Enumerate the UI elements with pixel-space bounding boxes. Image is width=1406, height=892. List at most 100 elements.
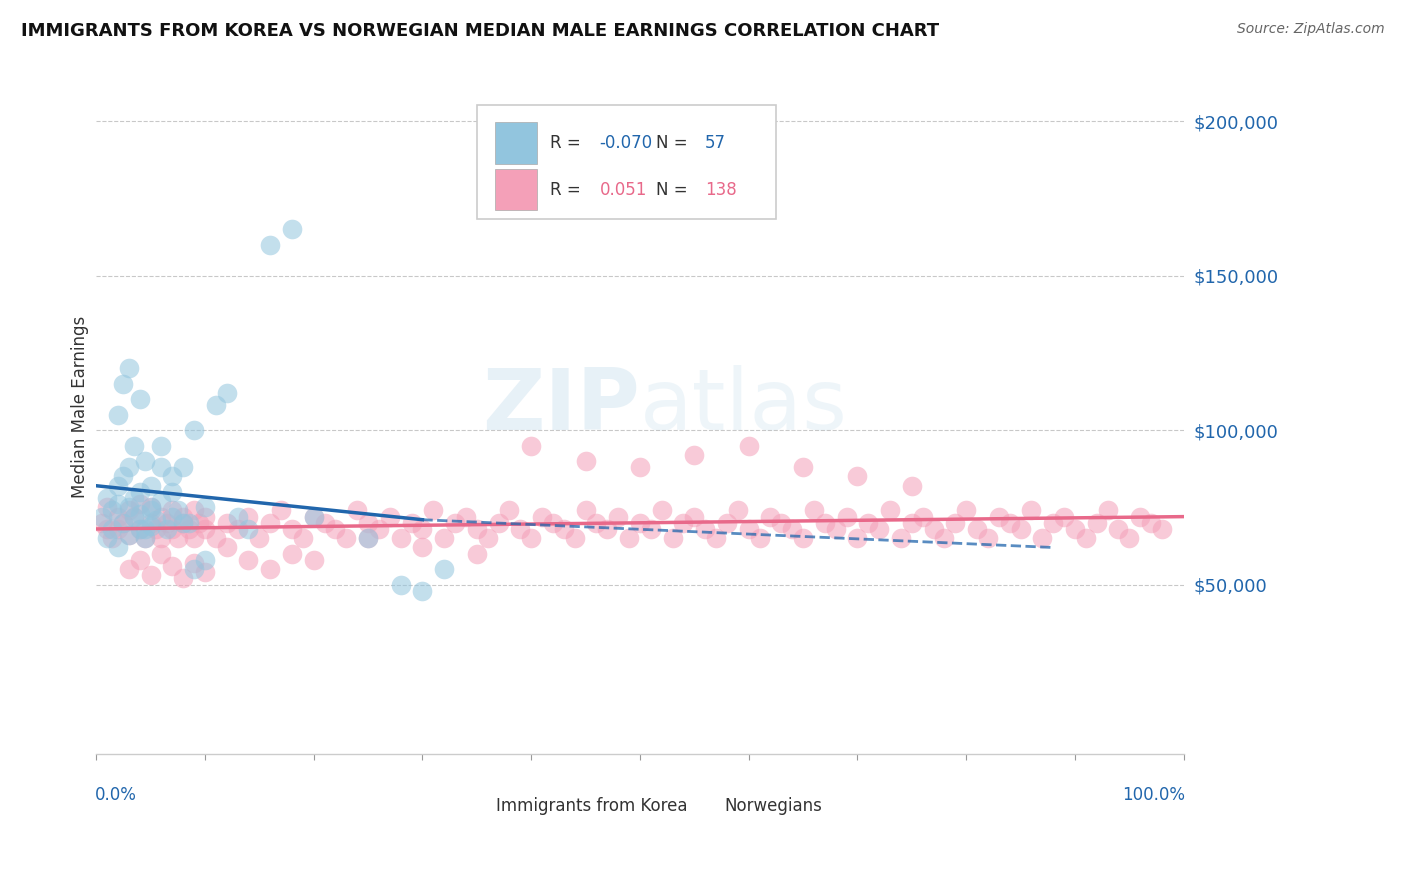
Point (325, 522, 347, 536)
Point (96, 491, 118, 505)
Point (1107, 522, 1129, 536)
Point (162, 559, 184, 574)
Point (737, 439, 759, 453)
Point (1085, 516, 1108, 530)
Point (651, 503, 673, 517)
Point (145, 522, 167, 536)
Point (96, 522, 118, 536)
Point (378, 509, 401, 524)
Point (139, 500, 162, 515)
Point (139, 516, 162, 530)
Point (107, 509, 129, 524)
Point (101, 522, 124, 536)
Point (835, 509, 858, 524)
Point (759, 509, 782, 524)
Point (166, 503, 188, 517)
Bar (456, 797, 489, 814)
Point (270, 503, 292, 517)
Point (215, 516, 238, 530)
Point (128, 484, 150, 499)
Point (1097, 503, 1119, 517)
Point (128, 507, 150, 521)
Point (183, 531, 205, 545)
Point (465, 522, 488, 536)
Point (433, 531, 456, 545)
Point (162, 509, 184, 524)
Point (1140, 516, 1163, 530)
Point (177, 522, 200, 536)
Point (357, 516, 380, 530)
Point (553, 522, 575, 536)
Point (411, 522, 433, 536)
Point (107, 522, 129, 536)
Point (291, 531, 314, 545)
Text: 57: 57 (706, 134, 725, 152)
Point (122, 509, 145, 524)
Point (107, 497, 129, 511)
Point (128, 553, 150, 567)
Point (1064, 522, 1087, 536)
Point (139, 568, 162, 582)
Point (247, 531, 270, 545)
Point (368, 522, 391, 536)
Point (90, 516, 112, 530)
Point (574, 503, 596, 517)
Point (183, 556, 205, 570)
Point (433, 562, 456, 576)
Point (259, 516, 281, 530)
Point (238, 553, 260, 567)
Point (281, 522, 304, 536)
Point (128, 522, 150, 536)
Point (112, 516, 135, 530)
Point (628, 460, 651, 475)
Point (281, 547, 304, 561)
Point (520, 439, 543, 453)
Text: Source: ZipAtlas.com: Source: ZipAtlas.com (1237, 22, 1385, 37)
Point (156, 516, 179, 530)
Point (890, 531, 912, 545)
Point (134, 531, 156, 545)
Point (770, 516, 793, 530)
Point (118, 503, 141, 517)
Text: 100.0%: 100.0% (1122, 786, 1185, 804)
Point (134, 531, 156, 545)
Point (704, 531, 727, 545)
Point (780, 522, 803, 536)
Point (477, 531, 499, 545)
Point (162, 503, 184, 517)
Point (139, 503, 162, 517)
Point (172, 516, 194, 530)
Point (118, 361, 141, 376)
Point (150, 547, 173, 561)
Point (520, 531, 543, 545)
Point (226, 522, 249, 536)
Point (607, 509, 630, 524)
Point (465, 547, 488, 561)
Text: 0.051: 0.051 (600, 180, 647, 199)
Point (357, 531, 380, 545)
Point (238, 509, 260, 524)
Point (672, 516, 695, 530)
FancyBboxPatch shape (477, 104, 776, 219)
Point (727, 503, 749, 517)
Point (1150, 522, 1173, 536)
Point (1031, 531, 1053, 545)
Point (661, 531, 683, 545)
Point (107, 479, 129, 493)
Point (259, 238, 281, 252)
Point (139, 519, 162, 533)
Point (531, 509, 554, 524)
Point (122, 491, 145, 505)
Bar (683, 797, 718, 814)
Point (183, 562, 205, 576)
Point (389, 577, 412, 591)
Text: IMMIGRANTS FROM KOREA VS NORWEGIAN MEDIAN MALE EARNINGS CORRELATION CHART: IMMIGRANTS FROM KOREA VS NORWEGIAN MEDIA… (21, 22, 939, 40)
Point (204, 399, 226, 413)
Point (716, 516, 738, 530)
Point (737, 522, 759, 536)
Point (422, 503, 444, 517)
Point (156, 522, 179, 536)
Text: N =: N = (657, 180, 693, 199)
Point (868, 522, 890, 536)
Point (824, 522, 846, 536)
